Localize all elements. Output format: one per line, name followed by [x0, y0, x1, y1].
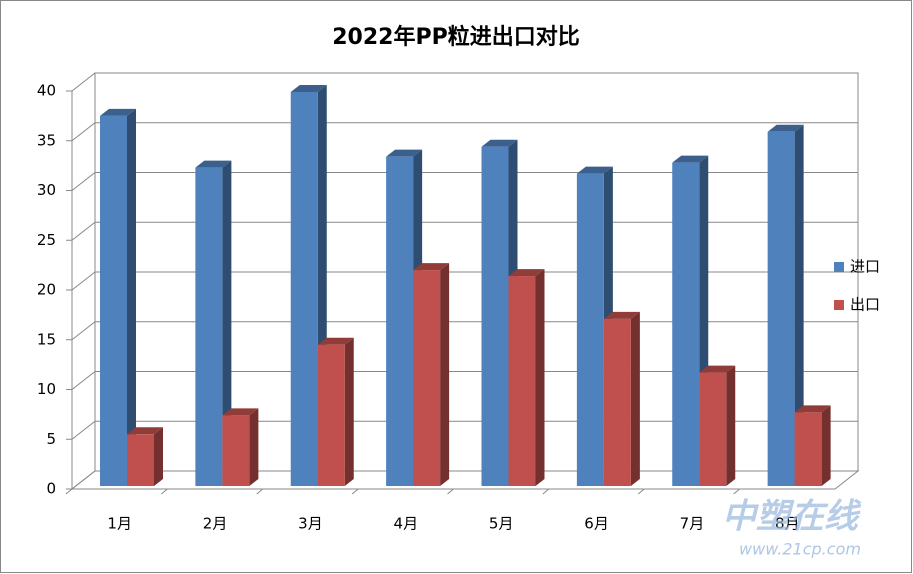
bar-side: [344, 337, 354, 486]
bar: [195, 160, 232, 487]
x-tick-label: 5月: [489, 515, 514, 533]
x-tick: [637, 488, 645, 495]
y-tick-label: 15: [37, 330, 56, 348]
floor: [70, 470, 860, 490]
legend-swatch: [834, 262, 844, 272]
x-tick: [65, 488, 73, 495]
bar-side: [127, 108, 136, 486]
bar-side: [222, 160, 232, 487]
x-tick: [542, 488, 550, 495]
bar-front: [672, 162, 700, 486]
bar-top: [767, 124, 804, 132]
y-tick-label: 20: [37, 281, 56, 299]
bar: [508, 269, 545, 486]
watermark-url: www.21cp.com: [739, 540, 861, 559]
bar: [794, 405, 831, 486]
x-tick-label: 3月: [298, 515, 323, 533]
bar: [127, 427, 163, 486]
bar-side: [249, 408, 259, 486]
bar-top: [794, 405, 831, 413]
bar-front: [508, 276, 536, 486]
bar-top: [413, 263, 450, 271]
bar: [100, 108, 136, 486]
bar-top: [672, 155, 709, 163]
bar-front: [222, 415, 250, 486]
bar-side: [630, 311, 640, 486]
bar-top: [603, 311, 640, 319]
x-tick: [161, 488, 168, 495]
bar-top: [481, 139, 518, 147]
y-tick-label: 35: [37, 131, 56, 149]
chart-title: 2022年PP粒进出口对比: [332, 24, 579, 50]
y-tick-label: 5: [46, 430, 56, 448]
bar-front: [576, 173, 604, 486]
bar: [699, 365, 736, 486]
watermark: 中塑在线: [722, 497, 862, 537]
bar-top: [508, 269, 545, 277]
x-tick: [351, 488, 359, 495]
y-tick-label: 40: [37, 82, 56, 100]
bar-front: [767, 131, 795, 487]
bar-front: [290, 91, 318, 487]
bar-front: [603, 318, 631, 486]
bar-side: [726, 365, 736, 486]
y-tick-label: 10: [37, 380, 56, 398]
bar-top: [699, 365, 736, 373]
bar-front: [317, 344, 345, 486]
bar-front: [794, 412, 822, 486]
bar-top: [195, 160, 232, 168]
x-tick: [733, 488, 740, 495]
bar-front: [413, 270, 441, 486]
bar-front: [481, 146, 509, 486]
x-tick-label: 2月: [203, 515, 228, 533]
legend-swatch: [834, 300, 844, 310]
x-tick: [447, 488, 454, 495]
legend-label: 出口: [850, 296, 880, 314]
x-tick-label: 4月: [394, 515, 419, 533]
y-tick-label: 30: [37, 181, 56, 199]
bar-top: [127, 427, 163, 435]
bar-front: [195, 167, 223, 487]
bar-front: [100, 115, 127, 486]
bar-top: [386, 149, 423, 157]
bar-front: [386, 156, 414, 487]
y-tick-label: 25: [37, 231, 56, 249]
bar-top: [222, 408, 259, 416]
bar-side: [535, 269, 545, 486]
bar: [413, 263, 450, 486]
bar: [603, 311, 640, 486]
bar: [317, 337, 354, 486]
x-tick: [256, 488, 264, 495]
x-tick-label: 8月: [775, 515, 800, 533]
bar: [222, 408, 259, 486]
grid-line: [71, 122, 858, 142]
bar-front: [699, 372, 727, 486]
bar-top: [290, 84, 327, 92]
grid-line: [71, 72, 858, 92]
bar-top: [576, 166, 613, 174]
y-tick-label: 0: [46, 480, 56, 498]
bar-top: [317, 337, 354, 345]
legend-label: 进口: [850, 258, 880, 276]
x-tick-label: 1月: [107, 515, 132, 533]
bar: [767, 124, 804, 487]
bar-side: [440, 263, 450, 486]
bar-top: [100, 108, 136, 116]
bar-side: [154, 427, 163, 486]
x-tick-label: 7月: [680, 515, 705, 533]
x-tick-label: 6月: [584, 515, 609, 533]
bar-side: [821, 405, 831, 486]
bar-side: [794, 124, 804, 487]
bar-front: [127, 434, 154, 486]
